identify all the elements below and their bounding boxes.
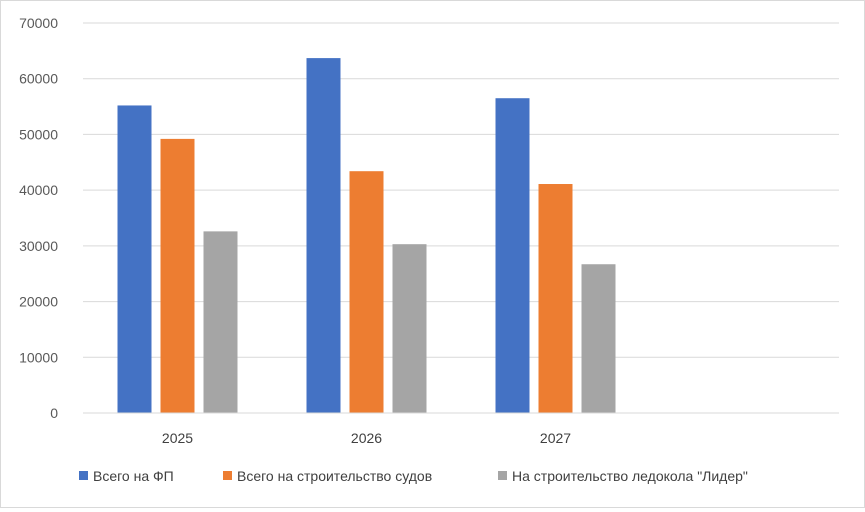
y-tick-label-40000: 40000	[19, 182, 58, 198]
legend-label-1: Всего на строительство судов	[237, 468, 432, 484]
bar-2025-series-0	[117, 105, 152, 413]
bar-2025-series-2	[203, 231, 238, 413]
y-axis-ticks: 0 10000 20000 30000 40000 50000 60000 70000	[19, 15, 58, 421]
x-tick-label-2026: 2026	[351, 430, 382, 446]
bar-2025-series-1	[160, 138, 195, 413]
bar-2026-series-1	[349, 171, 384, 413]
x-tick-label-2027: 2027	[540, 430, 571, 446]
y-tick-label-30000: 30000	[19, 238, 58, 254]
y-tick-label-10000: 10000	[19, 349, 58, 365]
bar-2026-series-2	[392, 244, 427, 413]
legend-label-2: На строительство ледокола "Лидер"	[512, 468, 748, 484]
bar-2027-series-2	[581, 264, 616, 413]
legend: Всего на ФП Всего на строительство судов Н…	[79, 468, 748, 484]
bar-2027-series-1	[538, 184, 573, 413]
y-tick-label-70000: 70000	[19, 15, 58, 31]
x-axis-ticks: 2025 2026 2027	[162, 430, 571, 446]
y-tick-label-60000: 60000	[19, 71, 58, 87]
bar-2027-series-0	[495, 98, 530, 413]
bar-2026-series-0	[306, 58, 341, 413]
legend-swatch-1	[223, 471, 232, 480]
y-tick-label-20000: 20000	[19, 294, 58, 310]
x-tick-label-2025: 2025	[162, 430, 193, 446]
legend-swatch-2	[498, 471, 507, 480]
gridlines	[83, 22, 839, 358]
legend-label-0: Всего на ФП	[93, 468, 174, 484]
y-tick-label-50000: 50000	[19, 126, 58, 142]
legend-swatch-0	[79, 471, 88, 480]
bars	[117, 58, 616, 413]
y-tick-label-0: 0	[50, 405, 58, 421]
